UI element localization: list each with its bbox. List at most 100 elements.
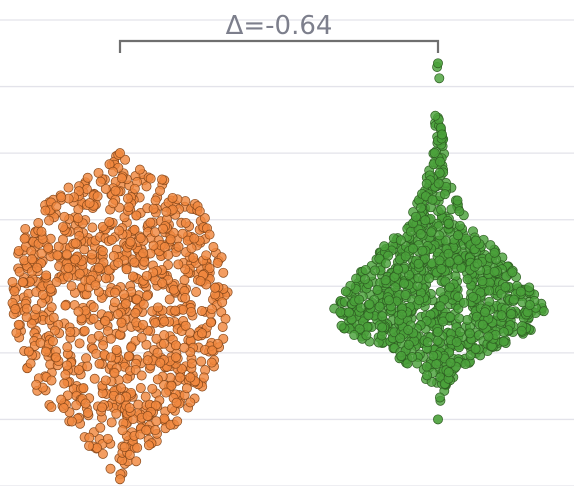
data-point [88,313,99,324]
data-point [62,342,73,353]
data-point [106,417,117,428]
data-point [97,246,108,257]
data-point [109,297,120,308]
data-point [61,249,72,260]
data-point [51,201,62,212]
data-point [138,299,149,310]
data-point [81,353,92,364]
data-point [104,216,115,227]
data-point [165,234,176,245]
data-point [164,294,175,305]
data-point [66,416,77,427]
data-point [58,221,68,232]
data-point [32,262,42,273]
data-point [31,379,42,390]
data-point [434,73,445,84]
data-point [464,328,475,339]
data-point [125,236,136,247]
data-point [410,211,421,222]
data-point [470,343,481,354]
data-point [172,416,183,427]
difference-annotation: Δ=-0.64 [118,11,440,53]
data-point [111,344,122,355]
data-point [148,240,159,251]
data-point [455,327,465,338]
data-point [460,359,471,370]
data-point [364,299,375,310]
data-point [433,58,443,69]
data-point [206,357,217,368]
data-point [94,358,105,369]
data-point [195,276,206,287]
data-point [161,206,172,217]
data-point [141,339,152,350]
difference-label: Δ=-0.64 [226,11,333,41]
data-point [166,380,177,391]
data-point [186,358,197,369]
data-point [180,320,191,331]
data-point [212,258,223,268]
data-point [159,330,170,341]
data-point [46,402,57,413]
data-point [131,210,142,221]
data-point [180,217,191,228]
data-point [52,250,63,261]
data-point [111,408,122,419]
data-point [158,223,169,234]
data-point [124,449,135,460]
data-point [196,306,207,316]
data-point [88,302,99,313]
data-point [108,251,119,261]
data-point [489,266,500,277]
data-point [41,270,52,281]
data-point [429,148,440,158]
data-point [31,304,42,314]
data-point [393,264,403,275]
data-point [40,205,51,216]
data-point [472,258,483,269]
data-point [105,463,116,474]
data-point [396,351,407,361]
data-point [453,255,464,266]
data-point [71,400,82,411]
data-point [84,440,95,451]
data-point [157,278,168,288]
data-point [129,257,140,268]
data-point [462,314,473,325]
data-point [142,411,153,421]
data-point [167,192,178,203]
data-point [459,297,469,308]
data-point [82,172,93,183]
data-point [123,351,134,362]
data-point [87,249,97,260]
data-point [343,307,354,318]
data-point [432,326,443,337]
data-point [92,191,103,202]
data-point [201,250,212,261]
data-point [455,220,465,231]
data-point [434,392,445,403]
data-point [66,281,77,292]
data-point [115,148,125,159]
data-point [194,206,205,217]
data-point [59,211,70,222]
data-point [454,206,465,217]
data-point [78,383,89,394]
data-point [155,357,166,368]
data-point [73,306,84,317]
data-point [217,297,228,308]
data-point [452,195,463,206]
data-point [26,318,37,329]
data-point [152,374,163,385]
data-point [141,270,152,281]
data-point [150,317,161,328]
data-point [40,346,51,357]
data-point [95,422,106,433]
data-point [443,248,454,259]
data-point [63,262,74,273]
data-point [179,275,190,285]
data-point [170,305,181,316]
data-point [93,330,104,341]
data-point [161,387,171,398]
